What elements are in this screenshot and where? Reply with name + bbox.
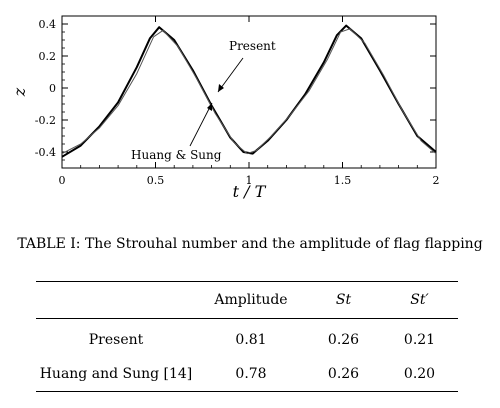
y-tick-label: 0 xyxy=(49,82,56,95)
header-st: St xyxy=(335,292,352,308)
table-header-row: Amplitude St St′ xyxy=(36,281,458,319)
annotation-huang-sung-arrowhead xyxy=(207,103,212,111)
row-label: Present xyxy=(88,332,144,348)
amplitude-value: 0.78 xyxy=(235,366,267,382)
st-value: 0.26 xyxy=(327,366,360,382)
table-caption: TABLE I: The Strouhal number and the amp… xyxy=(17,236,483,252)
results-table: Amplitude St St′ Present 0.81 0.26 0.21 … xyxy=(36,281,458,392)
st-value: 0.26 xyxy=(327,332,360,348)
st-prime-value: 0.21 xyxy=(403,332,436,348)
annotation-huang-sung-arrow xyxy=(189,102,213,147)
y-tick-label: -0.4 xyxy=(35,146,56,159)
flag-displacement-chart: 0 0.5 1 1.5 2 0.4 0.2 0 -0.2 -0.4 t / T z Present… xyxy=(10,15,440,201)
row-label: Huang and Sung [14] xyxy=(39,366,193,382)
annotation-present: Present xyxy=(229,39,276,53)
header-empty xyxy=(36,282,196,319)
x-tick-label: 1.5 xyxy=(334,174,352,187)
amplitude-value: 0.81 xyxy=(235,332,267,348)
y-tick-label: 0.4 xyxy=(39,18,57,31)
annotation-huang-sung: Huang & Sung xyxy=(131,148,222,162)
axis-tick-labels: 0 0.5 1 1.5 2 0.4 0.2 0 -0.2 -0.4 xyxy=(35,18,440,187)
y-tick-label: -0.2 xyxy=(35,114,56,127)
x-axis-label: t / T xyxy=(233,182,267,201)
table-row: Present 0.81 0.26 0.21 xyxy=(36,319,458,358)
axis-ticks xyxy=(61,15,437,168)
st-prime-value: 0.20 xyxy=(403,366,436,382)
header-amplitude: Amplitude xyxy=(214,292,288,308)
header-st-prime: St′ xyxy=(410,292,429,308)
y-axis-label: z xyxy=(10,87,29,97)
series-line-huang-sung xyxy=(61,28,437,155)
x-tick-label: 2 xyxy=(433,174,440,187)
x-tick-label: 0.5 xyxy=(147,174,165,187)
annotation-present-arrow xyxy=(217,57,244,93)
series-layer xyxy=(61,24,437,158)
annotation-present-arrowhead xyxy=(218,84,224,92)
y-tick-label: 0.2 xyxy=(39,50,57,63)
table-row: Huang and Sung [14] 0.78 0.26 0.20 xyxy=(36,357,458,392)
x-tick-label: 1 xyxy=(246,174,253,187)
x-tick-label: 0 xyxy=(59,174,66,187)
plot-area: 0 0.5 1 1.5 2 0.4 0.2 0 -0.2 -0.4 xyxy=(35,15,440,187)
